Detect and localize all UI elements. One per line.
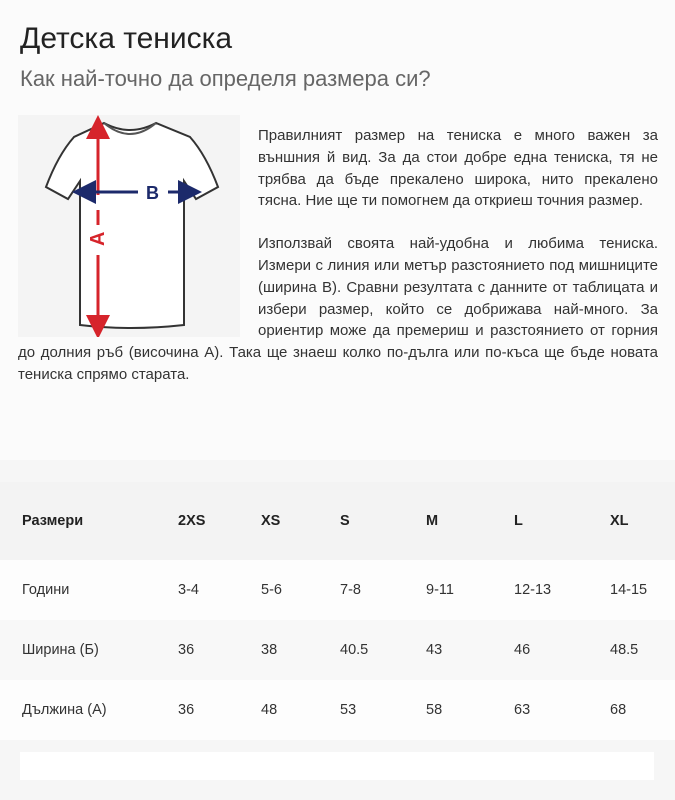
table-cell: 12-13 [514,582,552,598]
table-footer [20,752,654,780]
table-header-row: Размери 2XS XS S M L XL [0,482,675,560]
row-label: Ширина (Б) [22,642,99,658]
table-cell: 46 [514,642,531,658]
header-cell: S [340,513,350,529]
table-row: Ширина (Б) 36 38 40.5 43 46 48.5 [0,620,675,680]
table-row: Години 3-4 5-6 7-8 9-11 12-13 14-15 [0,560,675,620]
table-cell: 68 [610,702,627,718]
table-cell: 14-15 [610,582,648,598]
description: A B Правилният размер на тениска е много… [18,115,658,407]
page-title: Детска тениска [20,22,233,55]
table-cell: 53 [340,702,357,718]
table-cell: 63 [514,702,531,718]
table-cell: 3-4 [178,582,199,598]
table-cell: 48.5 [610,642,639,658]
header-cell: L [514,513,523,529]
table-cell: 9-11 [426,582,454,598]
page-subtitle: Как най-точно да определя размера си? [20,66,431,91]
table-row: Дължина (А) 36 48 53 58 63 68 [0,680,675,740]
paragraph-2: Използвай своята най-удобна и любима тен… [18,235,658,383]
tshirt-measurement-icon: A B [18,115,240,339]
label-b: B [146,183,159,203]
table-cell: 5-6 [261,582,282,598]
table-cell: 36 [178,702,195,718]
label-a: A [87,232,109,246]
table-cell: 43 [426,642,443,658]
table-cell: 48 [261,702,278,718]
table-cell: 38 [261,642,278,658]
table-cell: 58 [426,702,443,718]
table-cell: 7-8 [340,582,361,598]
table-cell: 36 [178,642,195,658]
table-cell: 40.5 [340,642,369,658]
header-cell: Размери [22,513,84,529]
row-label: Години [22,582,70,598]
row-label: Дължина (А) [22,702,107,718]
header-cell: 2XS [178,513,206,529]
header-cell: M [426,513,439,529]
size-table: Размери 2XS XS S M L XL Години 3-4 5-6 7… [0,460,675,800]
header-cell: XS [261,513,281,529]
header-cell: XL [610,513,629,529]
paragraph-1: Правилният размер на тениска е много важ… [258,127,658,210]
